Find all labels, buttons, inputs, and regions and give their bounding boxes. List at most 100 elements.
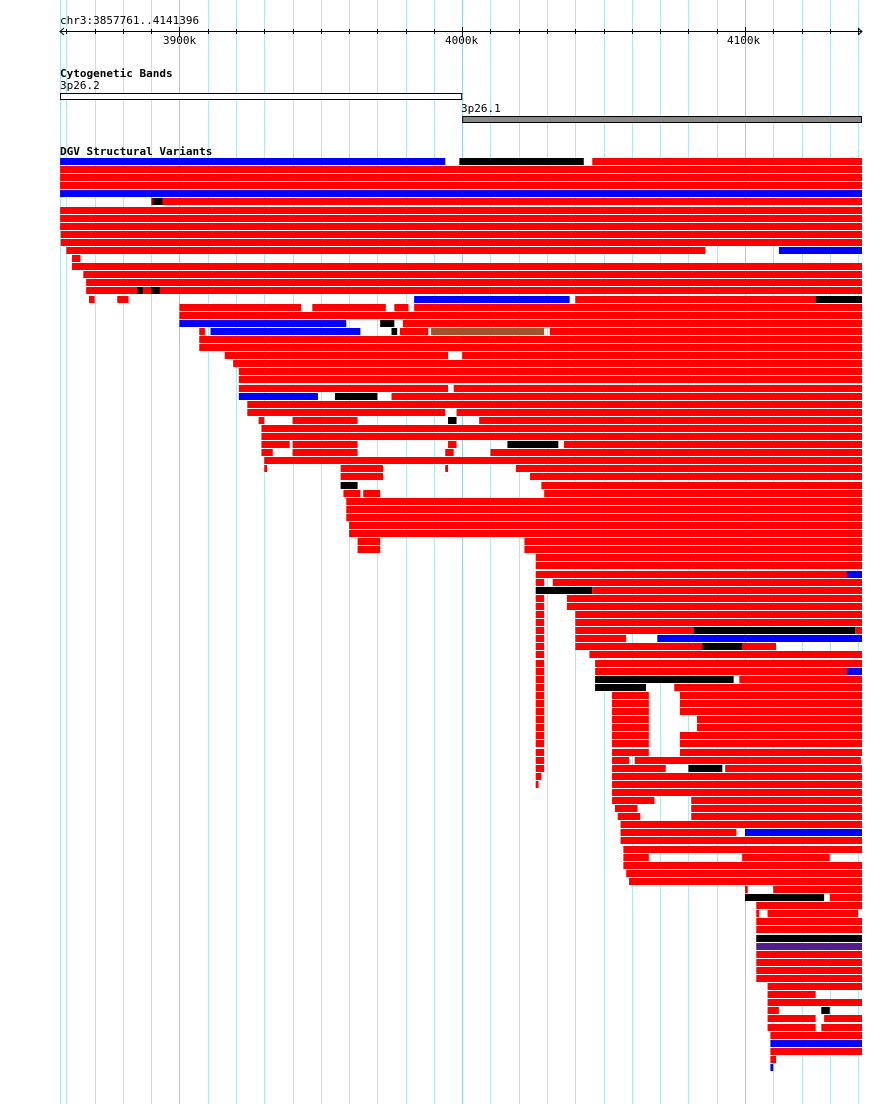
structural-variant[interactable]	[535, 724, 545, 731]
structural-variant[interactable]	[238, 385, 449, 392]
structural-variant[interactable]	[614, 805, 638, 812]
structural-variant[interactable]	[346, 498, 863, 505]
structural-variant[interactable]	[479, 417, 862, 424]
structural-variant[interactable]	[535, 757, 545, 764]
structural-variant[interactable]	[679, 740, 862, 747]
structural-variant[interactable]	[767, 1015, 816, 1022]
structural-variant[interactable]	[691, 797, 862, 804]
structural-variant[interactable]	[595, 660, 862, 667]
structural-variant[interactable]	[60, 239, 863, 246]
structural-variant[interactable]	[815, 296, 862, 303]
structural-variant[interactable]	[575, 635, 627, 642]
structural-variant[interactable]	[623, 854, 649, 861]
structural-variant[interactable]	[756, 943, 862, 950]
structural-variant[interactable]	[535, 635, 545, 642]
structural-variant[interactable]	[696, 724, 862, 731]
structural-variant[interactable]	[535, 627, 545, 634]
structural-variant[interactable]	[821, 1007, 830, 1014]
structural-variant[interactable]	[71, 255, 81, 262]
structural-variant[interactable]	[152, 198, 163, 205]
structural-variant[interactable]	[238, 393, 318, 400]
structural-variant[interactable]	[679, 708, 862, 715]
structural-variant[interactable]	[261, 433, 862, 440]
structural-variant[interactable]	[71, 263, 863, 270]
structural-variant[interactable]	[238, 376, 863, 383]
structural-variant[interactable]	[620, 829, 737, 836]
structural-variant[interactable]	[575, 627, 695, 634]
structural-variant[interactable]	[83, 271, 863, 278]
structural-variant[interactable]	[530, 473, 862, 480]
structural-variant[interactable]	[679, 749, 862, 756]
structural-variant[interactable]	[589, 651, 862, 658]
structural-variant[interactable]	[612, 765, 666, 772]
structural-variant[interactable]	[60, 215, 862, 222]
structural-variant[interactable]	[541, 482, 862, 489]
structural-variant[interactable]	[224, 352, 449, 359]
structural-variant[interactable]	[612, 740, 649, 747]
structural-variant[interactable]	[199, 336, 862, 343]
structural-variant[interactable]	[535, 619, 545, 626]
structural-variant[interactable]	[261, 441, 290, 448]
structural-variant[interactable]	[238, 368, 863, 375]
structural-variant[interactable]	[595, 676, 734, 683]
structural-variant[interactable]	[151, 198, 863, 205]
structural-variant[interactable]	[535, 773, 542, 780]
structural-variant[interactable]	[490, 449, 862, 456]
structural-variant[interactable]	[515, 465, 862, 472]
structural-variant[interactable]	[756, 951, 862, 958]
structural-variant[interactable]	[535, 660, 545, 667]
structural-variant[interactable]	[535, 571, 862, 578]
structural-variant[interactable]	[725, 765, 862, 772]
structural-variant[interactable]	[524, 546, 862, 553]
structural-variant[interactable]	[674, 684, 862, 691]
structural-variant[interactable]	[679, 732, 862, 739]
structural-variant[interactable]	[340, 473, 384, 480]
structural-variant[interactable]	[535, 684, 545, 691]
structural-variant[interactable]	[770, 1064, 774, 1071]
structural-variant[interactable]	[691, 813, 862, 820]
structural-variant[interactable]	[549, 328, 862, 335]
structural-variant[interactable]	[742, 854, 830, 861]
structural-variant[interactable]	[431, 328, 545, 335]
structural-variant[interactable]	[448, 441, 457, 448]
structural-variant[interactable]	[612, 749, 649, 756]
structural-variant[interactable]	[744, 829, 862, 836]
structural-variant[interactable]	[179, 304, 302, 311]
structural-variant[interactable]	[445, 449, 454, 456]
structural-variant[interactable]	[199, 328, 205, 335]
structural-variant[interactable]	[535, 611, 545, 618]
structural-variant[interactable]	[756, 910, 760, 917]
structural-variant[interactable]	[612, 757, 630, 764]
structural-variant[interactable]	[448, 417, 457, 424]
structural-variant[interactable]	[612, 773, 862, 780]
structural-variant[interactable]	[363, 490, 381, 497]
cytoband-3p26-2[interactable]	[60, 93, 463, 100]
structural-variant[interactable]	[60, 182, 862, 189]
structural-variant[interactable]	[756, 967, 862, 974]
structural-variant[interactable]	[535, 668, 545, 675]
structural-variant[interactable]	[756, 926, 862, 933]
structural-variant[interactable]	[829, 894, 862, 901]
structural-variant[interactable]	[292, 417, 358, 424]
structural-variant[interactable]	[535, 781, 539, 788]
structural-variant[interactable]	[456, 409, 862, 416]
structural-variant[interactable]	[702, 643, 743, 650]
structural-variant[interactable]	[756, 935, 862, 942]
structural-variant[interactable]	[575, 619, 862, 626]
structural-variant[interactable]	[535, 595, 545, 602]
structural-variant[interactable]	[535, 651, 545, 658]
structural-variant[interactable]	[563, 441, 862, 448]
structural-variant[interactable]	[399, 328, 429, 335]
structural-variant[interactable]	[855, 627, 862, 634]
structural-variant[interactable]	[524, 538, 862, 545]
structural-variant[interactable]	[620, 837, 862, 844]
structural-variant[interactable]	[459, 158, 584, 165]
structural-variant[interactable]	[60, 223, 862, 230]
structural-variant[interactable]	[535, 740, 545, 747]
structural-variant[interactable]	[744, 886, 748, 893]
structural-variant[interactable]	[773, 886, 862, 893]
structural-variant[interactable]	[334, 393, 378, 400]
structural-variant[interactable]	[380, 320, 395, 327]
structural-variant[interactable]	[179, 320, 347, 327]
structural-variant[interactable]	[552, 579, 862, 586]
